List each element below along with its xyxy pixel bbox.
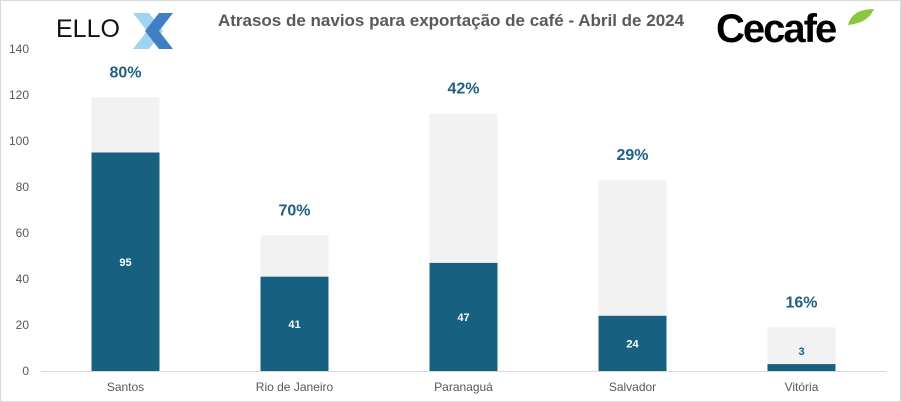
delayed-bar bbox=[260, 276, 329, 371]
total-bar bbox=[767, 327, 836, 371]
x-tick-label: Santos bbox=[107, 380, 144, 394]
y-tick-label: 140 bbox=[9, 42, 29, 56]
percent-label: 16% bbox=[785, 294, 817, 311]
y-tick-label: 20 bbox=[16, 318, 30, 332]
y-tick-label: 100 bbox=[9, 134, 29, 148]
ello-x-logo-icon bbox=[133, 13, 173, 49]
delayed-bar bbox=[598, 315, 667, 371]
bar-value-label: 3 bbox=[798, 346, 804, 358]
bar-value-label: 95 bbox=[119, 257, 131, 269]
percent-label: 80% bbox=[109, 64, 141, 81]
x-tick-label: Salvador bbox=[609, 380, 656, 394]
y-tick-label: 40 bbox=[16, 272, 30, 286]
bar-value-label: 24 bbox=[626, 338, 639, 350]
y-tick-label: 0 bbox=[22, 364, 29, 378]
delayed-bar bbox=[91, 152, 160, 371]
y-tick-label: 80 bbox=[16, 180, 30, 194]
ello-logo: ELLO bbox=[56, 15, 120, 43]
delayed-bar bbox=[429, 262, 498, 371]
chart-title: Atrasos de navios para exportação de caf… bbox=[217, 11, 685, 30]
x-tick-label: Rio de Janeiro bbox=[256, 380, 334, 394]
percent-label: 29% bbox=[616, 147, 648, 164]
percent-label: 70% bbox=[278, 202, 310, 219]
x-tick-label: Paranaguá bbox=[434, 380, 493, 394]
delayed-bar bbox=[767, 364, 836, 371]
cecafe-logo: Cecafe bbox=[716, 7, 837, 51]
percent-label: 42% bbox=[447, 80, 479, 97]
bar-value-label: 41 bbox=[288, 319, 300, 331]
x-tick-label: Vitória bbox=[785, 380, 819, 394]
leaf-icon bbox=[848, 9, 874, 25]
bar-value-label: 47 bbox=[457, 312, 469, 324]
y-tick-label: 60 bbox=[16, 226, 30, 240]
y-tick-label: 120 bbox=[9, 88, 29, 102]
